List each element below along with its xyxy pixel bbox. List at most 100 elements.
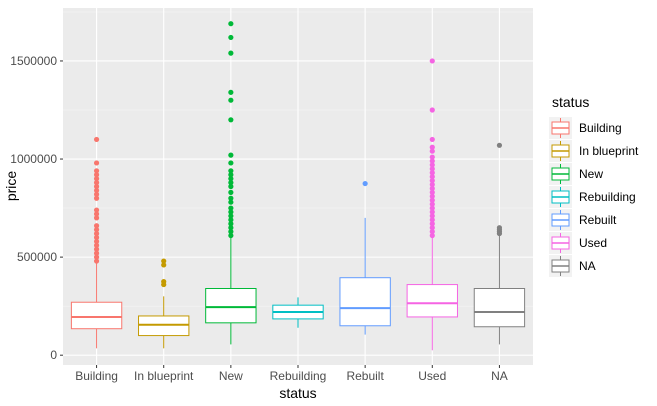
outlier-point bbox=[228, 183, 234, 190]
legend-label: Rebuilt bbox=[579, 213, 617, 227]
legend-item-in-blueprint: In blueprint bbox=[549, 140, 639, 162]
legend-label: Building bbox=[579, 121, 622, 135]
legend-item-used: Used bbox=[549, 232, 607, 254]
outlier-point bbox=[93, 176, 100, 182]
outlier-point bbox=[93, 187, 100, 194]
x-tick-label: Building bbox=[75, 369, 118, 383]
outlier-point bbox=[228, 221, 234, 227]
outlier-point bbox=[429, 148, 435, 154]
y-tick-label: 1000000 bbox=[10, 152, 57, 166]
outlier-point bbox=[429, 232, 435, 239]
outlier-point bbox=[93, 230, 100, 237]
y-tick-label: 1500000 bbox=[10, 54, 57, 68]
outlier-point bbox=[496, 225, 503, 231]
box-iqr bbox=[473, 288, 526, 328]
outlier-point bbox=[93, 234, 100, 241]
outlier-point bbox=[429, 185, 435, 192]
outlier-point bbox=[228, 213, 234, 219]
outlier-point bbox=[228, 97, 234, 103]
legend-item-na: NA bbox=[549, 255, 596, 277]
box-iqr bbox=[205, 288, 257, 324]
outlier-point bbox=[228, 179, 234, 186]
outlier-point bbox=[228, 189, 234, 195]
outlier-point bbox=[429, 181, 435, 188]
x-tick-label: Rebuilt bbox=[346, 369, 384, 383]
legend-label: NA bbox=[579, 259, 596, 273]
outlier-point bbox=[228, 34, 234, 41]
outlier-point bbox=[228, 152, 234, 158]
outlier-point bbox=[429, 217, 435, 223]
y-axis-title: price bbox=[3, 171, 19, 202]
x-tick-label: Used bbox=[418, 369, 446, 383]
legend-label: Rebuilding bbox=[579, 190, 636, 204]
outlier-point bbox=[228, 160, 234, 166]
outlier-point bbox=[161, 262, 167, 268]
box-rebuilt bbox=[339, 180, 391, 335]
legend-item-rebuilt: Rebuilt bbox=[549, 209, 617, 231]
box-new bbox=[205, 21, 257, 345]
outlier-point bbox=[429, 136, 435, 143]
outlier-point bbox=[93, 223, 100, 229]
outlier-point bbox=[93, 191, 100, 197]
outlier-point bbox=[93, 207, 100, 213]
outlier-point bbox=[429, 213, 435, 219]
outlier-point bbox=[228, 195, 234, 201]
outlier-point bbox=[93, 211, 100, 217]
outlier-point bbox=[93, 246, 100, 252]
box-na bbox=[473, 142, 526, 345]
outlier-point bbox=[93, 254, 100, 260]
outlier-point bbox=[429, 158, 435, 164]
outlier-point bbox=[496, 142, 503, 148]
outlier-point bbox=[429, 154, 435, 160]
outlier-point bbox=[93, 227, 100, 233]
outlier-point bbox=[228, 176, 234, 182]
outlier-point bbox=[429, 170, 435, 176]
outlier-point bbox=[93, 183, 100, 190]
outlier-point bbox=[228, 168, 234, 174]
boxes-layer bbox=[70, 21, 526, 351]
outlier-point bbox=[429, 193, 435, 199]
outlier-point bbox=[429, 229, 435, 235]
outlier-point bbox=[93, 242, 100, 248]
legend-item-new: New bbox=[549, 163, 603, 185]
outlier-point bbox=[429, 197, 435, 203]
outlier-point bbox=[429, 221, 435, 227]
x-axis: Building In blueprint New Rebuilding Rebuilt… bbox=[75, 365, 508, 383]
outlier-point bbox=[228, 205, 234, 211]
outlier-point bbox=[429, 166, 435, 172]
outlier-point bbox=[429, 58, 435, 64]
outlier-point bbox=[93, 195, 100, 201]
outlier-point bbox=[228, 209, 234, 215]
outlier-point bbox=[161, 279, 167, 285]
box-in-blueprint bbox=[138, 258, 190, 349]
outlier-point bbox=[429, 144, 435, 150]
outlier-point bbox=[429, 174, 435, 180]
x-tick-label: Rebuilding bbox=[270, 369, 327, 383]
outlier-point bbox=[93, 179, 100, 186]
legend-item-rebuilding: Rebuilding bbox=[549, 186, 636, 208]
outlier-point bbox=[228, 89, 234, 95]
outlier-point bbox=[429, 225, 435, 231]
legend-item-building: Building bbox=[549, 117, 622, 139]
outlier-point bbox=[228, 50, 234, 56]
y-tick-label: 0 bbox=[50, 348, 57, 362]
outlier-point bbox=[429, 201, 435, 207]
outlier-point bbox=[228, 225, 234, 231]
box-rebuilding bbox=[272, 297, 324, 328]
box-iqr bbox=[70, 301, 123, 330]
legend: status Building In blueprint New Rebuilding… bbox=[549, 94, 639, 277]
outlier-point bbox=[228, 232, 234, 239]
outlier-point bbox=[362, 180, 368, 187]
outlier-point bbox=[228, 117, 234, 123]
x-tick-label: In blueprint bbox=[134, 369, 194, 383]
outlier-point bbox=[93, 258, 100, 264]
outlier-point bbox=[93, 215, 100, 221]
legend-label: New bbox=[579, 167, 603, 181]
outlier-point bbox=[429, 209, 435, 215]
outlier-point bbox=[228, 21, 234, 27]
outlier-point bbox=[93, 172, 100, 178]
outlier-point bbox=[93, 238, 100, 245]
outlier-point bbox=[429, 178, 435, 184]
box-building bbox=[70, 136, 123, 349]
